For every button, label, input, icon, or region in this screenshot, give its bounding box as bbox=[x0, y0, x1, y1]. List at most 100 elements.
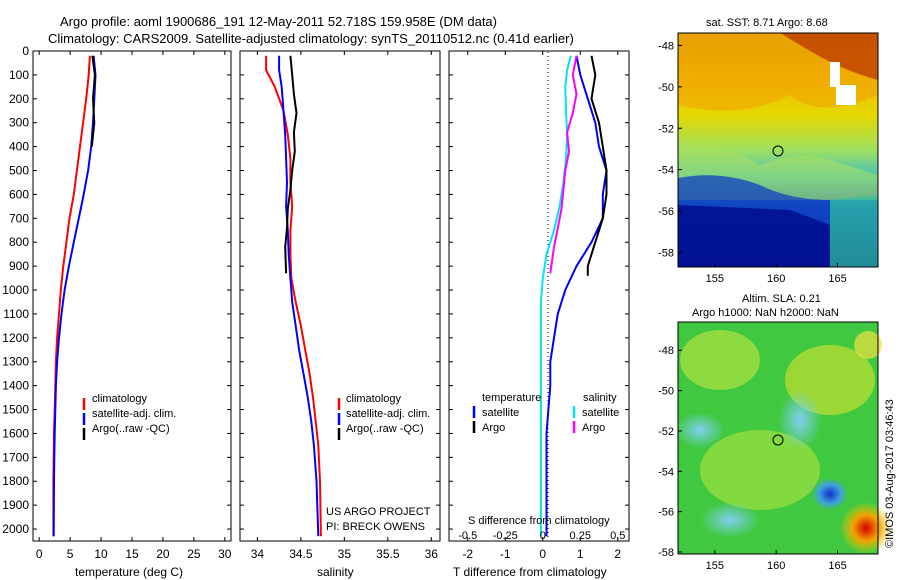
x-tick-label: 1 bbox=[577, 547, 584, 561]
temperature-plot: 0 5 10 15 20 25 30 bbox=[33, 50, 232, 561]
legend-s-argo: Argo bbox=[582, 422, 605, 434]
legend-climatology: climatology bbox=[346, 393, 402, 405]
x-tick-label: 35 bbox=[338, 547, 352, 561]
credit-project: US ARGO PROJECT bbox=[326, 506, 431, 518]
map-bottom-title1: Altim. SLA: 0.21 bbox=[742, 293, 821, 305]
depth-tick-label: 400 bbox=[9, 140, 29, 154]
top-tick-label: -0.5 bbox=[458, 530, 477, 542]
sla-map-axes: -48 -50 -52 -54 -56 -58 155 160 165 bbox=[658, 345, 847, 572]
difference-legend: temperature salinity satellite Argo sate… bbox=[472, 392, 619, 434]
legend-t-satellite: satellite bbox=[482, 407, 519, 419]
s-difference-label: S difference from climatology bbox=[468, 515, 610, 527]
lon-tick-label: 155 bbox=[706, 273, 724, 285]
depth-tick-label: 100 bbox=[9, 68, 29, 82]
lat-tick-label: -56 bbox=[658, 206, 674, 218]
x-tick-label: 30 bbox=[218, 547, 232, 561]
legend-s-satellite: satellite bbox=[582, 407, 619, 419]
depth-tick-label: 1700 bbox=[2, 450, 29, 464]
lat-tick-label: -52 bbox=[658, 123, 674, 135]
temperature-legend: climatology satellite-adj. clim. Argo(..… bbox=[82, 393, 176, 440]
legend-satellite: satellite-adj. clim. bbox=[346, 408, 430, 420]
depth-tick-label: 1900 bbox=[2, 498, 29, 512]
lat-tick-label: -54 bbox=[658, 165, 674, 177]
temperature-panel bbox=[32, 50, 232, 542]
map-top-title: sat. SST: 8.71 Argo: 8.68 bbox=[706, 17, 828, 29]
depth-tick-label: 800 bbox=[9, 235, 29, 249]
legend-temperature: temperature bbox=[482, 392, 541, 404]
series-line bbox=[539, 55, 572, 537]
lon-tick-label: 160 bbox=[767, 273, 785, 285]
x-tick-label: 36 bbox=[425, 547, 439, 561]
depth-tick-label: 1200 bbox=[2, 331, 29, 345]
series-line bbox=[52, 55, 97, 537]
x-tick-label: 25 bbox=[187, 547, 201, 561]
map-bottom-title2: Argo h1000: NaN h2000: NaN bbox=[692, 307, 839, 319]
depth-tick-label: 500 bbox=[9, 164, 29, 178]
depth-tick-label: 1800 bbox=[2, 474, 29, 488]
legend-argo: Argo(..raw -QC) bbox=[346, 423, 424, 435]
lon-tick-label: 165 bbox=[828, 560, 846, 572]
depth-tick-label: 1100 bbox=[3, 307, 29, 321]
lon-tick-label: 160 bbox=[767, 560, 785, 572]
legend-t-argo: Argo bbox=[482, 422, 505, 434]
salinity-plot: 34 34.5 35 35.5 36 bbox=[240, 50, 440, 561]
series-line bbox=[278, 55, 320, 537]
lat-tick-label: -56 bbox=[658, 507, 674, 519]
difference-xlabel: T difference from climatology bbox=[453, 565, 607, 579]
depth-tick-label: 600 bbox=[9, 187, 29, 201]
float-marker-sst bbox=[772, 145, 784, 157]
x-tick-label: -1 bbox=[500, 547, 511, 561]
salinity-xlabel: salinity bbox=[317, 565, 354, 579]
x-tick-label: 10 bbox=[94, 547, 108, 561]
depth-tick-label: 1400 bbox=[2, 379, 29, 393]
depth-tick-label: 0 bbox=[22, 44, 29, 58]
depth-axis: 0 100 200 300 400 500 600 700 800 900 1000 1100 1200… bbox=[2, 44, 29, 536]
depth-tick-label: 1600 bbox=[2, 426, 29, 440]
legend-satellite: satellite-adj. clim. bbox=[92, 408, 176, 420]
x-tick-label: 5 bbox=[67, 547, 74, 561]
difference-plot: -2 -1 0 1 2 -0.5 -0.25 0 0.25 0.5 bbox=[449, 50, 629, 561]
x-tick-label: 20 bbox=[156, 547, 170, 561]
lat-tick-label: -50 bbox=[658, 386, 674, 398]
sst-map-axes: -48 -50 -52 -54 -56 -58 155 160 165 bbox=[658, 40, 847, 285]
top-tick-label: 0.5 bbox=[610, 530, 625, 542]
lon-tick-label: 165 bbox=[828, 273, 846, 285]
series-line bbox=[549, 55, 578, 274]
salinity-panel bbox=[239, 50, 441, 542]
x-tick-label: 35.5 bbox=[376, 547, 400, 561]
lat-tick-label: -58 bbox=[658, 248, 674, 260]
depth-tick-label: 1000 bbox=[2, 283, 29, 297]
sla-map bbox=[675, 321, 892, 555]
x-tick-label: 34 bbox=[251, 547, 265, 561]
credit-pi: PI: BRECK OWENS bbox=[326, 521, 425, 533]
legend-climatology: climatology bbox=[92, 393, 148, 405]
x-tick-label: 15 bbox=[125, 547, 139, 561]
lat-tick-label: -50 bbox=[658, 82, 674, 94]
x-tick-label: 2 bbox=[614, 547, 621, 561]
x-tick-label: 0 bbox=[539, 547, 546, 561]
x-tick-label: -2 bbox=[462, 547, 473, 561]
depth-tick-label: 300 bbox=[9, 116, 29, 130]
difference-panel bbox=[448, 50, 630, 542]
depth-tick-label: 900 bbox=[9, 259, 29, 273]
top-tick-label: 0.25 bbox=[570, 530, 591, 542]
salinity-legend: climatology satellite-adj. clim. Argo(..… bbox=[337, 393, 430, 440]
header-line2: Climatology: CARS2009. Satellite-adjuste… bbox=[48, 31, 574, 46]
depth-tick-label: 700 bbox=[9, 211, 29, 225]
x-tick-label: 34.5 bbox=[289, 547, 313, 561]
watermark: ©IMOS 03-Aug-2017 03:46:43 bbox=[884, 399, 896, 548]
depth-tick-label: 1500 bbox=[2, 403, 29, 417]
depth-tick-label: 200 bbox=[9, 92, 29, 106]
float-marker-sla bbox=[772, 434, 784, 446]
lon-tick-label: 155 bbox=[706, 560, 724, 572]
temperature-xlabel: temperature (deg C) bbox=[75, 565, 183, 579]
top-tick-label: -0.25 bbox=[493, 530, 518, 542]
header-line1: Argo profile: aoml 1900686_191 12-May-20… bbox=[60, 14, 497, 29]
series-line bbox=[284, 55, 298, 274]
series-line bbox=[90, 55, 96, 147]
legend-argo: Argo(..raw -QC) bbox=[92, 423, 170, 435]
lat-tick-label: -52 bbox=[658, 426, 674, 438]
lat-tick-label: -54 bbox=[658, 466, 674, 478]
series-line bbox=[545, 55, 608, 537]
